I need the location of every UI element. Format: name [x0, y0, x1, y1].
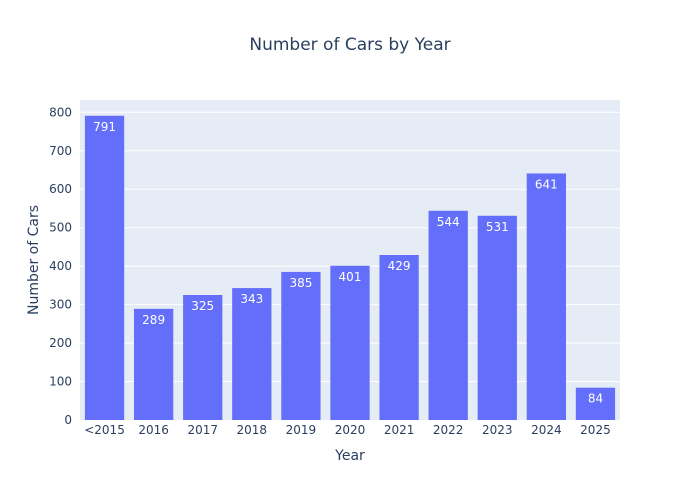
bar [526, 173, 566, 420]
x-tick-label: 2016 [138, 423, 169, 437]
bar-data-label: 429 [388, 259, 411, 273]
x-tick-label: <2015 [84, 423, 125, 437]
bar [379, 255, 419, 420]
x-tick-label: 2024 [531, 423, 562, 437]
bar-data-label: 289 [142, 313, 165, 327]
x-axis-ticks: <2015 2016 2017 2018 2019 2020 2021 2022 2023 202… [84, 423, 610, 437]
y-tick-label: 0 [64, 413, 72, 427]
y-tick-label: 500 [49, 221, 72, 235]
x-tick-label: 2018 [237, 423, 268, 437]
bar [477, 215, 517, 420]
x-tick-label: 2022 [433, 423, 464, 437]
bar-data-label: 401 [339, 270, 362, 284]
bar [134, 308, 174, 420]
y-tick-label: 800 [49, 105, 72, 119]
bar [281, 271, 321, 420]
bar [232, 288, 272, 420]
y-axis-title: Number of Cars [26, 205, 42, 315]
y-tick-label: 100 [49, 375, 72, 389]
y-tick-label: 600 [49, 182, 72, 196]
y-axis-ticks: 0 100 200 300 400 500 600 700 800 [49, 105, 72, 427]
bar [330, 265, 370, 420]
bar [84, 115, 125, 421]
bar-data-labels: 791 289 325 343 385 401 429 544 531 641 84 [93, 120, 603, 406]
x-tick-label: 2023 [482, 423, 513, 437]
bar-data-label: 641 [535, 177, 558, 191]
bar-data-label: 84 [588, 392, 603, 406]
y-tick-label: 300 [49, 298, 72, 312]
bar-data-label: 531 [486, 220, 509, 234]
bar-data-label: 343 [240, 292, 263, 306]
bar [575, 387, 616, 420]
bar-data-label: 385 [289, 276, 312, 290]
bar-data-label: 325 [191, 299, 214, 313]
bar-data-label: 544 [437, 215, 460, 229]
y-tick-label: 400 [49, 259, 72, 273]
bar-data-label: 791 [93, 120, 116, 134]
x-tick-label: 2019 [286, 423, 317, 437]
chart-title: Number of Cars by Year [249, 35, 450, 55]
x-tick-label: 2025 [580, 423, 611, 437]
bar [183, 295, 223, 420]
bars [84, 115, 616, 421]
y-tick-label: 700 [49, 144, 72, 158]
x-tick-label: 2017 [187, 423, 218, 437]
y-tick-label: 200 [49, 336, 72, 350]
x-tick-label: 2020 [335, 423, 366, 437]
x-axis-title: Year [334, 448, 365, 464]
bar [428, 210, 468, 420]
x-tick-label: 2021 [384, 423, 415, 437]
